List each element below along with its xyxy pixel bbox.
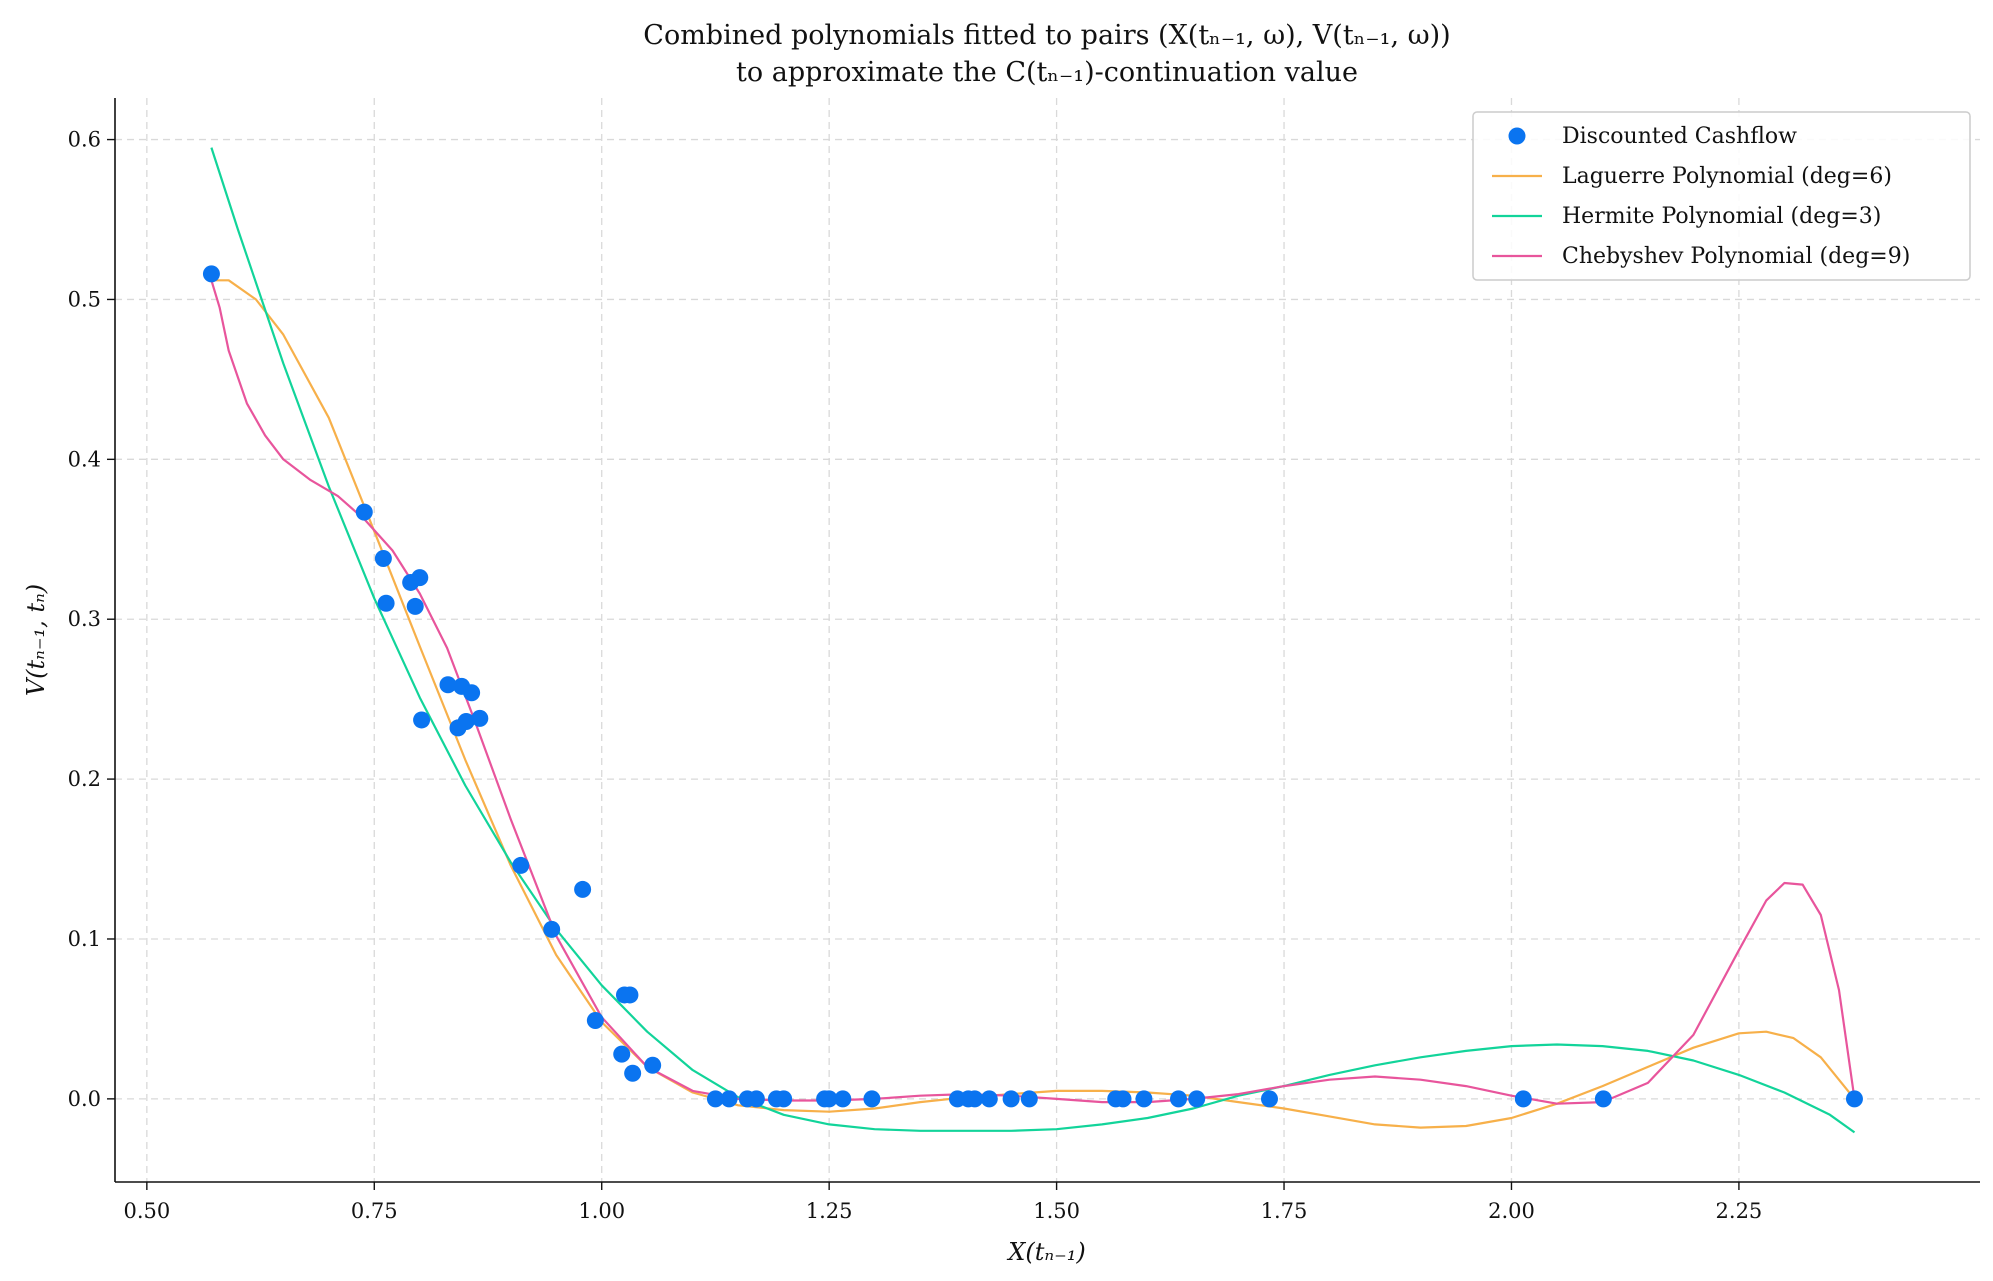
data-point [775, 1090, 793, 1108]
axes [114, 98, 1980, 1183]
data-point [574, 880, 592, 898]
data-point [1188, 1090, 1206, 1108]
legend: Discounted Cashflow Laguerre Polynomial (… [1472, 111, 1971, 281]
series [202, 147, 1863, 1134]
x-tick-label: 2.00 [1488, 1199, 1535, 1223]
legend-box [1472, 111, 1971, 281]
data-point [613, 1045, 631, 1063]
y-axis-label: V(tₙ₋₁, tₙ) [22, 584, 50, 696]
y-tick-label: 0.6 [68, 128, 101, 152]
data-point [406, 597, 424, 615]
data-point [439, 676, 457, 694]
data-point [980, 1090, 998, 1108]
data-point [1020, 1090, 1038, 1108]
y-ticks: 0.0 0.1 0.2 0.3 0.4 0.5 0.6 [68, 128, 115, 1111]
data-point [374, 549, 392, 567]
data-point [377, 594, 395, 612]
data-point [413, 711, 431, 729]
data-point [1002, 1090, 1020, 1108]
y-tick-label: 0.2 [68, 767, 101, 791]
data-point [457, 713, 475, 731]
y-tick-label: 0.1 [68, 927, 101, 951]
series-line-hermite [210, 147, 1856, 1134]
chart-title-line-2: to approximate the C(tₙ₋₁)-continuation … [736, 57, 1358, 88]
x-axis-label: X(tₙ₋₁) [1006, 1238, 1085, 1266]
x-tick-label: 1.00 [578, 1199, 625, 1223]
chart-title-line-1: Combined polynomials fitted to pairs (X(… [643, 20, 1450, 51]
x-tick-label: 0.50 [123, 1199, 170, 1223]
data-point [202, 265, 220, 283]
data-point [1845, 1090, 1863, 1108]
data-point [463, 684, 481, 702]
x-tick-label: 1.50 [1033, 1199, 1080, 1223]
data-point [720, 1090, 738, 1108]
data-point [820, 1090, 838, 1108]
data-point [543, 920, 561, 938]
data-point [863, 1090, 881, 1108]
x-tick-label: 1.75 [1261, 1199, 1308, 1223]
x-ticks: 0.50 0.75 1.00 1.25 1.50 1.75 2.00 2.25 [123, 1182, 1762, 1223]
y-tick-label: 0.0 [68, 1087, 101, 1111]
data-point [411, 569, 429, 587]
y-tick-label: 0.3 [68, 607, 101, 631]
data-point [644, 1056, 662, 1074]
x-tick-label: 0.75 [351, 1199, 398, 1223]
data-point [1260, 1090, 1278, 1108]
legend-label-chebyshev: Chebyshev Polynomial (deg=9) [1562, 244, 1910, 269]
legend-label-discounted: Discounted Cashflow [1562, 124, 1797, 149]
legend-label-hermite: Hermite Polynomial (deg=3) [1562, 204, 1881, 229]
x-tick-label: 2.25 [1716, 1199, 1763, 1223]
data-point [1114, 1090, 1132, 1108]
data-point [471, 709, 489, 727]
data-point [747, 1090, 765, 1108]
data-point [706, 1090, 724, 1108]
x-tick-label: 1.25 [806, 1199, 853, 1223]
data-point [624, 1064, 642, 1082]
data-point [966, 1090, 984, 1108]
y-tick-label: 0.4 [68, 447, 101, 471]
data-point [355, 503, 373, 521]
data-point [1514, 1090, 1532, 1108]
data-point [1135, 1090, 1153, 1108]
y-tick-label: 0.5 [68, 287, 101, 311]
data-point [834, 1090, 852, 1108]
data-point [1170, 1090, 1188, 1108]
legend-marker-discounted [1508, 127, 1526, 145]
data-point [512, 856, 530, 874]
data-point [621, 986, 639, 1004]
legend-label-laguerre: Laguerre Polynomial (deg=6) [1562, 164, 1892, 189]
data-point [1594, 1090, 1612, 1108]
data-point [586, 1012, 604, 1030]
